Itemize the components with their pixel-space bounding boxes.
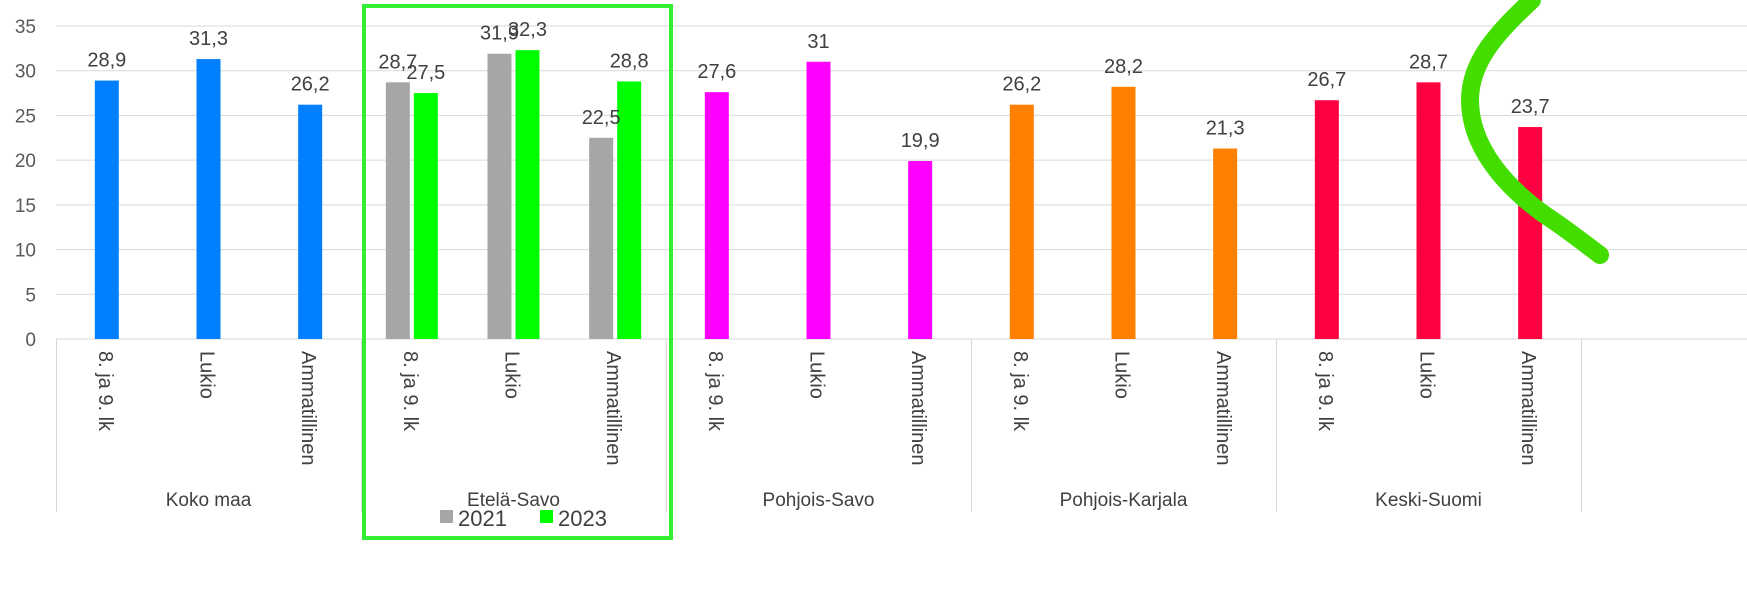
bar: [1213, 148, 1238, 339]
bar: [1518, 127, 1543, 339]
legend-swatch: [440, 510, 453, 523]
category-label: 8. ja 9. lk: [1314, 351, 1336, 432]
category-label: Ammatillinen: [297, 351, 319, 465]
bar: [1111, 86, 1136, 339]
bar: [1416, 82, 1441, 339]
data-label: 26,7: [1307, 69, 1346, 91]
y-tick-label: 20: [15, 151, 36, 172]
category-label: Ammatillinen: [602, 351, 624, 465]
data-label: 27,5: [406, 62, 445, 84]
bar: [487, 53, 512, 339]
data-label: 26,2: [1002, 74, 1041, 96]
group-label: Pohjois-Savo: [763, 490, 875, 511]
data-label: 31: [807, 31, 829, 53]
data-label: 28,8: [610, 50, 649, 72]
data-label: 31,3: [189, 28, 228, 50]
bar: [806, 61, 831, 340]
data-label: 28,7: [1409, 51, 1448, 73]
bar: [1009, 104, 1034, 339]
data-labels: 28,931,326,228,727,531,932,322,528,8 27,6…: [87, 19, 1549, 152]
y-tick-label: 15: [15, 196, 36, 217]
bar: [385, 82, 410, 339]
legend-swatch: [540, 510, 553, 523]
data-label: 28,9: [87, 50, 126, 72]
bar: [196, 59, 221, 340]
data-label: 19,9: [901, 130, 940, 152]
bar: [617, 81, 642, 340]
group-label: Etelä-Savo: [467, 490, 560, 511]
y-tick-label: 10: [15, 241, 36, 262]
bar: [908, 161, 933, 339]
data-label: 32,3: [508, 19, 547, 41]
y-tick-label: 5: [25, 285, 36, 306]
category-label: Ammatillinen: [907, 351, 929, 465]
data-label: 31,9: [480, 23, 519, 45]
category-label: 8. ja 9. lk: [1009, 351, 1031, 432]
data-label: 23,7: [1511, 96, 1550, 118]
legend-label: 2023: [558, 506, 607, 531]
data-label: 22,5: [582, 107, 621, 129]
y-axis: 0 5 10 15 20 25 30 35: [15, 17, 36, 351]
x-axis: 8. ja 9. lk Lukio Ammatillinen Koko maa 8. j…: [56, 339, 1582, 512]
bar: [589, 137, 614, 339]
bar: [515, 50, 540, 339]
category-label: 8. ja 9. lk: [704, 351, 726, 432]
category-label: Lukio: [1111, 351, 1133, 399]
bar: [1314, 100, 1339, 340]
bar: [704, 92, 729, 339]
data-label: 26,2: [291, 74, 330, 96]
category-label: Lukio: [196, 351, 218, 399]
group-label: Pohjois-Karjala: [1060, 490, 1188, 511]
category-label: Lukio: [501, 351, 523, 399]
bar: [298, 104, 323, 339]
group-label: Koko maa: [166, 490, 252, 511]
y-tick-label: 30: [15, 62, 36, 83]
y-tick-label: 25: [15, 106, 36, 127]
legend-label: 2021: [458, 506, 507, 531]
highlight-frame: [362, 4, 673, 540]
decorations: [362, 0, 1609, 540]
data-label: 28,2: [1104, 56, 1143, 78]
bar: [94, 80, 119, 340]
category-label: Ammatillinen: [1517, 351, 1539, 465]
gridlines: [56, 25, 1747, 340]
group-label: Keski-Suomi: [1375, 490, 1482, 511]
bars: [94, 50, 1543, 340]
y-tick-label: 35: [15, 17, 36, 38]
category-label: 8. ja 9. lk: [399, 351, 421, 432]
category-label: Lukio: [1416, 351, 1438, 399]
category-label: Lukio: [806, 351, 828, 399]
decorative-swoosh: [1460, 0, 1609, 264]
data-label: 21,3: [1206, 118, 1245, 140]
data-label: 27,6: [697, 61, 736, 83]
category-label: 8. ja 9. lk: [94, 351, 116, 432]
y-tick-label: 0: [25, 330, 36, 351]
data-label: 28,7: [378, 51, 417, 73]
bar: [413, 93, 438, 339]
legend: 2021 2023: [440, 506, 607, 531]
category-label: Ammatillinen: [1212, 351, 1234, 465]
